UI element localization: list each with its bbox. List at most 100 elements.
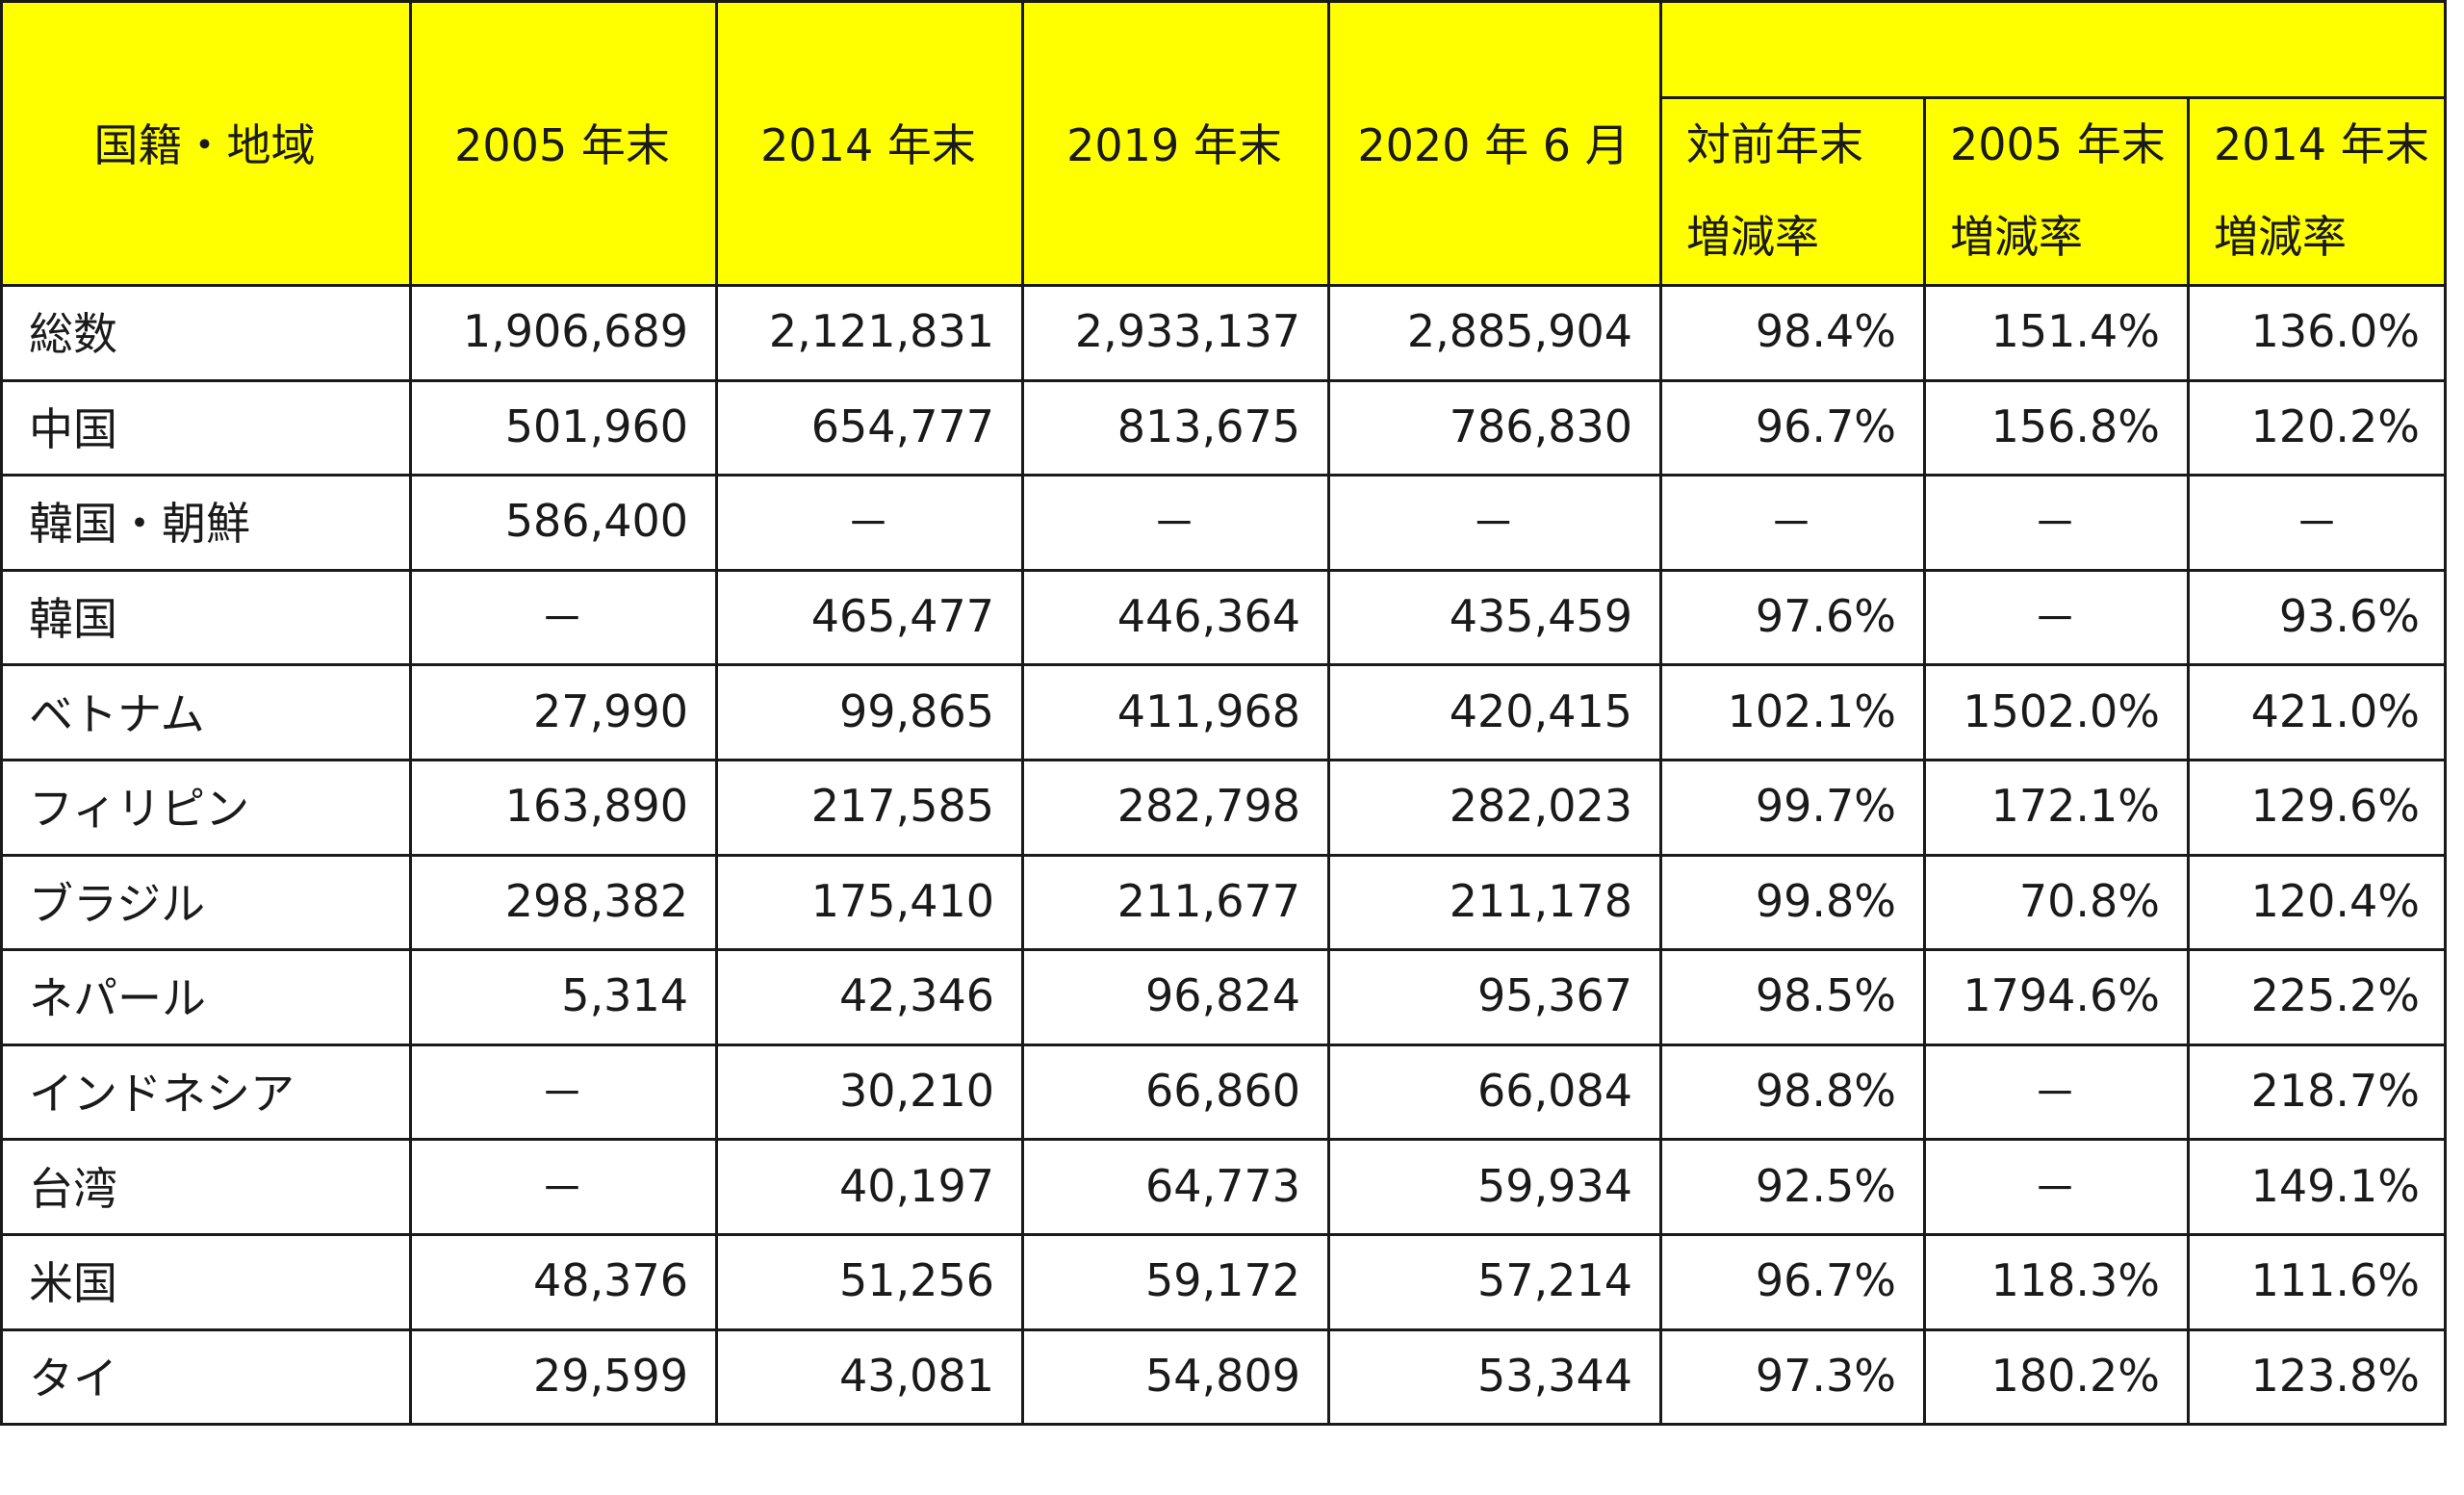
grid-hline — [1659, 96, 2447, 99]
table-cell-y2014: 465,477 — [810, 590, 994, 643]
table-cell-country: 総数 — [29, 308, 117, 361]
header-rate-2014-line1: 2014 年末 — [2214, 117, 2429, 170]
grid-hline — [0, 1233, 2447, 1236]
table-cell-y2019: 66,860 — [1145, 1065, 1300, 1118]
table-cell-rate-2014: 149.1% — [2250, 1159, 2420, 1212]
grid-vline — [1021, 0, 1024, 1427]
table-cell-y2020: 435,459 — [1449, 590, 1632, 643]
table-cell-rate-2005: 1502.0% — [1963, 684, 2160, 737]
table-cell-rate-prev-year: 97.6% — [1755, 590, 1896, 643]
table-cell-y2014: 654,777 — [810, 400, 994, 452]
grid-hline — [0, 284, 2447, 287]
table-cell-rate-2014: 421.0% — [2250, 684, 2420, 737]
header-rate-prev-year: 対前年末 増減率 — [1659, 96, 1923, 284]
header-rate-2005: 2005 年末 増減率 — [1923, 96, 2187, 284]
table-cell-y2005: 5,314 — [561, 969, 688, 1022]
table-cell-rate-2005: － — [2033, 593, 2077, 646]
table-cell-y2019: 282,798 — [1116, 780, 1300, 833]
table-cell-y2005: － — [540, 593, 584, 646]
table-cell-y2020: 59,934 — [1477, 1159, 1632, 1212]
table-cell-rate-2014: 218.7% — [2250, 1065, 2420, 1118]
table-cell-rate-2005: 151.4% — [1990, 305, 2160, 358]
grid-vline — [409, 0, 412, 1427]
table-cell-y2020: 786,830 — [1449, 400, 1632, 452]
table-cell-rate-2014: 93.6% — [2278, 590, 2420, 643]
table-cell-rate-prev-year: 92.5% — [1755, 1159, 1896, 1212]
table-cell-y2019: 54,809 — [1145, 1349, 1300, 1402]
table-cell-rate-2005: － — [2033, 498, 2077, 551]
grid-vline — [1327, 0, 1330, 1427]
table-cell-rate-2014: 111.6% — [2250, 1254, 2420, 1307]
table-cell-y2019: 2,933,137 — [1074, 305, 1300, 358]
table-cell-y2019: 96,824 — [1145, 969, 1300, 1022]
table-cell-y2014: 217,585 — [810, 780, 994, 833]
header-2005: 2005 年末 — [409, 0, 715, 284]
table-cell-y2014: 40,197 — [839, 1159, 994, 1212]
table-cell-y2005: － — [540, 1162, 584, 1215]
table-cell-y2020: 95,367 — [1477, 969, 1632, 1022]
table-cell-rate-prev-year: 102.1% — [1727, 684, 1896, 737]
table-cell-rate-2005: 70.8% — [2018, 874, 2160, 927]
table-cell-rate-2014: 123.8% — [2250, 1349, 2420, 1402]
table-cell-rate-2005: 156.8% — [1990, 400, 2160, 452]
table-cell-y2005: 501,960 — [504, 400, 688, 452]
grid-hline — [0, 0, 2447, 3]
header-2020-june: 2020 年 6 月 — [1327, 0, 1659, 284]
table-cell-y2019: 411,968 — [1116, 684, 1300, 737]
table-cell-rate-prev-year: － — [1769, 498, 1813, 551]
table-cell-rate-2014: 129.6% — [2250, 780, 2420, 833]
table-cell-y2014: 175,410 — [810, 874, 994, 927]
table-cell-y2020: 420,415 — [1449, 684, 1632, 737]
table-cell-y2020: 66,084 — [1477, 1065, 1632, 1118]
header-rate-prev-year-line1: 対前年末 — [1686, 117, 1863, 170]
table-cell-y2005: 163,890 — [504, 780, 688, 833]
header-country: 国籍・地域 — [0, 0, 409, 284]
table-cell-y2020: 282,023 — [1449, 780, 1632, 833]
grid-hline — [0, 853, 2447, 857]
table-cell-y2020: 2,885,904 — [1406, 305, 1632, 358]
grid-vline — [715, 0, 718, 1427]
grid-hline — [0, 663, 2447, 667]
table-cell-country: ベトナム — [29, 687, 205, 740]
table-cell-rate-prev-year: 98.4% — [1755, 305, 1896, 358]
header-rate-2014: 2014 年末 増減率 — [2187, 96, 2447, 284]
table-cell-rate-2005: 180.2% — [1990, 1349, 2160, 1402]
table-cell-y2019: － — [1152, 498, 1196, 551]
table-cell-country: 韓国・朝鮮 — [29, 498, 250, 551]
table-cell-country: ブラジル — [29, 877, 206, 930]
table-cell-y2019: 64,773 — [1145, 1159, 1300, 1212]
table-cell-country: 台湾 — [29, 1162, 117, 1215]
table-cell-y2020: 57,214 — [1477, 1254, 1632, 1307]
header-2019: 2019 年末 — [1021, 0, 1327, 284]
header-rate-2005-line1: 2005 年末 — [1950, 117, 2166, 170]
table-cell-rate-prev-year: 96.7% — [1755, 400, 1896, 452]
population-table: 国籍・地域 2005 年末 2014 年末 2019 年末 2020 年 6 月… — [0, 0, 2447, 1427]
table-cell-y2019: 59,172 — [1145, 1254, 1300, 1307]
header-rate-2014-line2: 増減率 — [2214, 210, 2347, 263]
table-cell-y2005: 586,400 — [504, 495, 688, 548]
table-cell-country: ネパール — [29, 972, 206, 1025]
grid-hline — [0, 948, 2447, 952]
table-cell-y2005: 48,376 — [533, 1254, 688, 1307]
table-cell-rate-2005: － — [2033, 1162, 2077, 1215]
grid-hline — [0, 759, 2447, 761]
table-cell-rate-2014: 120.2% — [2250, 400, 2420, 452]
table-cell-rate-2005: 1794.6% — [1963, 969, 2160, 1022]
table-cell-y2014: 99,865 — [839, 684, 994, 737]
table-cell-y2014: 2,121,831 — [768, 305, 994, 358]
table-cell-rate-2014: － — [2295, 498, 2339, 551]
table-cell-y2019: 446,364 — [1116, 590, 1300, 643]
table-cell-y2019: 211,677 — [1116, 874, 1300, 927]
table-cell-rate-prev-year: 97.3% — [1755, 1349, 1896, 1402]
table-cell-y2014: 42,346 — [839, 969, 994, 1022]
table-cell-rate-2014: 120.4% — [2250, 874, 2420, 927]
table-cell-rate-prev-year: 96.7% — [1755, 1254, 1896, 1307]
table-cell-country: フィリピン — [29, 783, 250, 836]
table-cell-rate-prev-year: 99.7% — [1755, 780, 1896, 833]
table-cell-rate-2014: 136.0% — [2250, 305, 2420, 358]
table-cell-country: 米国 — [29, 1257, 117, 1310]
table-cell-y2014: － — [846, 498, 890, 551]
table-cell-country: 中国 — [29, 402, 117, 455]
table-cell-y2005: 29,599 — [533, 1349, 688, 1402]
table-cell-rate-prev-year: 99.8% — [1755, 874, 1896, 927]
